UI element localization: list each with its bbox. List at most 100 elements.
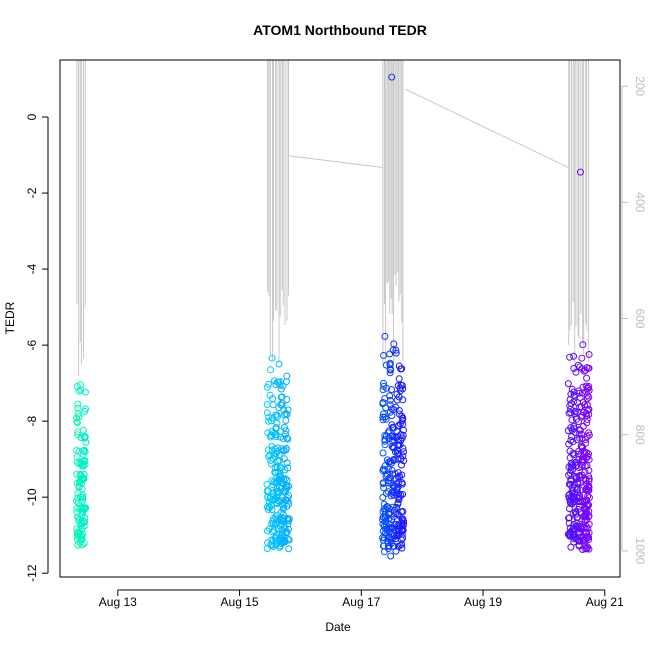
data-point <box>81 461 89 469</box>
data-point <box>273 419 281 427</box>
data-point <box>275 451 283 459</box>
data-point <box>388 405 396 413</box>
data-point <box>276 457 284 465</box>
data-point <box>584 385 592 392</box>
data-point <box>583 384 591 392</box>
data-point <box>567 390 575 398</box>
data-point <box>263 487 271 495</box>
data-point <box>386 408 394 416</box>
data-point <box>78 525 86 533</box>
data-point <box>283 496 290 504</box>
data-point <box>267 366 274 374</box>
data-point <box>268 483 276 491</box>
depth-series <box>76 59 590 377</box>
data-point <box>575 529 583 537</box>
data-point <box>77 475 85 482</box>
data-point <box>566 353 574 361</box>
data-point <box>564 380 572 388</box>
data-point <box>574 480 582 488</box>
data-point <box>284 464 292 472</box>
data-point <box>570 423 578 430</box>
data-point <box>386 369 394 377</box>
data-point <box>399 420 407 428</box>
data-point <box>575 389 583 397</box>
data-point <box>77 520 85 528</box>
data-point <box>565 514 573 522</box>
data-point <box>74 499 82 507</box>
data-point <box>394 455 402 463</box>
data-point <box>583 496 591 504</box>
data-point <box>272 478 280 486</box>
data-point <box>278 508 285 516</box>
data-point <box>579 341 587 349</box>
data-point <box>585 364 593 372</box>
data-point <box>283 372 291 380</box>
data-point <box>73 525 81 533</box>
data-point <box>380 542 387 550</box>
data-point <box>273 464 281 472</box>
data-point <box>263 545 271 552</box>
data-point <box>565 440 573 448</box>
data-point <box>398 412 406 420</box>
data-point <box>80 446 88 454</box>
data-point <box>396 472 403 480</box>
data-point <box>393 390 401 398</box>
data-point <box>265 417 272 425</box>
data-point <box>392 403 400 411</box>
data-point <box>579 422 587 430</box>
data-point <box>379 386 387 394</box>
data-point <box>268 506 276 514</box>
data-point-outlier <box>388 73 396 81</box>
data-point <box>74 410 82 418</box>
y-axis-label: TEDR <box>3 301 17 334</box>
data-point <box>570 352 578 360</box>
data-point <box>73 446 81 454</box>
data-point <box>583 416 591 423</box>
data-point <box>582 475 590 483</box>
data-point <box>383 384 391 392</box>
data-point <box>76 471 84 479</box>
data-point <box>384 534 392 542</box>
right-tick-label: 1000 <box>633 538 647 565</box>
data-point <box>285 525 292 533</box>
data-point <box>380 484 388 492</box>
data-point <box>276 464 284 472</box>
data-point <box>568 416 576 424</box>
data-point <box>390 436 398 444</box>
data-point <box>381 529 389 537</box>
data-point <box>265 453 273 461</box>
y-tick-label: -6 <box>25 339 39 350</box>
data-point <box>73 508 81 516</box>
data-point <box>567 477 575 485</box>
data-point <box>582 436 589 443</box>
y-tick-label: -12 <box>25 564 39 582</box>
data-point <box>569 495 577 502</box>
data-point <box>577 473 585 481</box>
data-point <box>392 346 400 354</box>
y-tick-label: 0 <box>25 113 39 120</box>
data-point <box>386 366 394 374</box>
data-point <box>263 527 271 535</box>
data-point <box>390 483 398 491</box>
data-point <box>73 479 81 487</box>
data-point <box>382 489 390 497</box>
data-point <box>379 494 387 501</box>
y-tick-label: -4 <box>25 263 39 274</box>
data-point <box>283 411 291 418</box>
data-point <box>282 410 290 418</box>
data-point <box>79 495 87 503</box>
data-point <box>566 402 574 410</box>
data-point <box>583 523 591 531</box>
data-point <box>80 433 88 441</box>
data-point <box>284 435 292 443</box>
data-point <box>381 332 389 340</box>
data-point <box>275 360 283 368</box>
data-point <box>583 419 591 427</box>
x-tick-label: Aug 19 <box>464 595 502 609</box>
data-point <box>284 406 292 414</box>
data-point <box>576 492 584 500</box>
data-point <box>263 409 271 417</box>
data-point <box>268 460 275 468</box>
data-point <box>569 498 577 506</box>
data-point <box>585 429 593 437</box>
